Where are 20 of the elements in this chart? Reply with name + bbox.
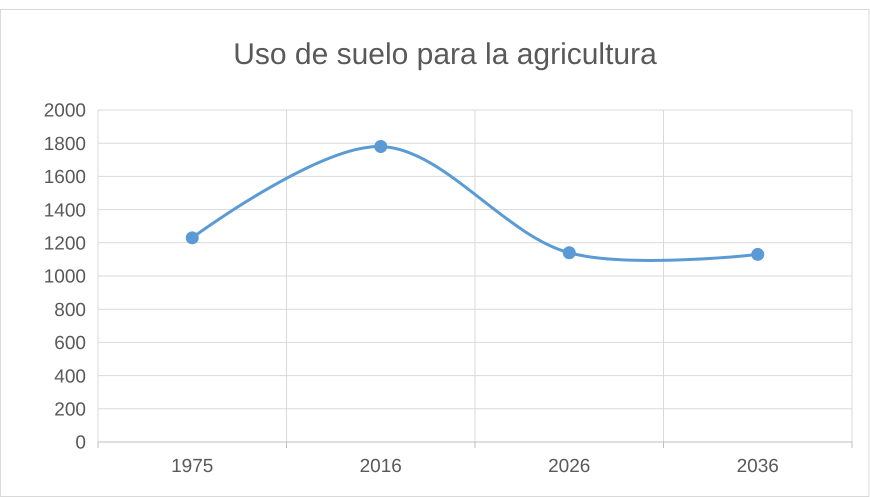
point — [374, 140, 388, 154]
y-tick-label: 1400 — [44, 200, 86, 222]
point — [186, 231, 199, 244]
y-tick-label: 800 — [54, 300, 86, 321]
y-tick-label: 0 — [75, 432, 86, 454]
chart-title: Uso de suelo para la agricultura — [233, 38, 658, 71]
y-tick-label: 400 — [54, 366, 86, 388]
y-tick-label: 1600 — [44, 167, 86, 188]
x-tick-label: 1975 — [171, 456, 214, 477]
y-tick-label: 1200 — [44, 233, 86, 254]
point — [751, 248, 764, 261]
x-tick-label: 2036 — [736, 456, 779, 477]
y-tick-label: 2000 — [44, 100, 86, 122]
x-tick-label: 2016 — [360, 456, 402, 477]
x-tick-label: 2026 — [548, 456, 590, 477]
y-tick-label: 1800 — [44, 134, 86, 155]
point — [562, 246, 576, 260]
y-tick-label: 200 — [54, 399, 86, 420]
y-tick-label: 1000 — [44, 266, 86, 288]
y-tick-label: 600 — [54, 333, 86, 354]
